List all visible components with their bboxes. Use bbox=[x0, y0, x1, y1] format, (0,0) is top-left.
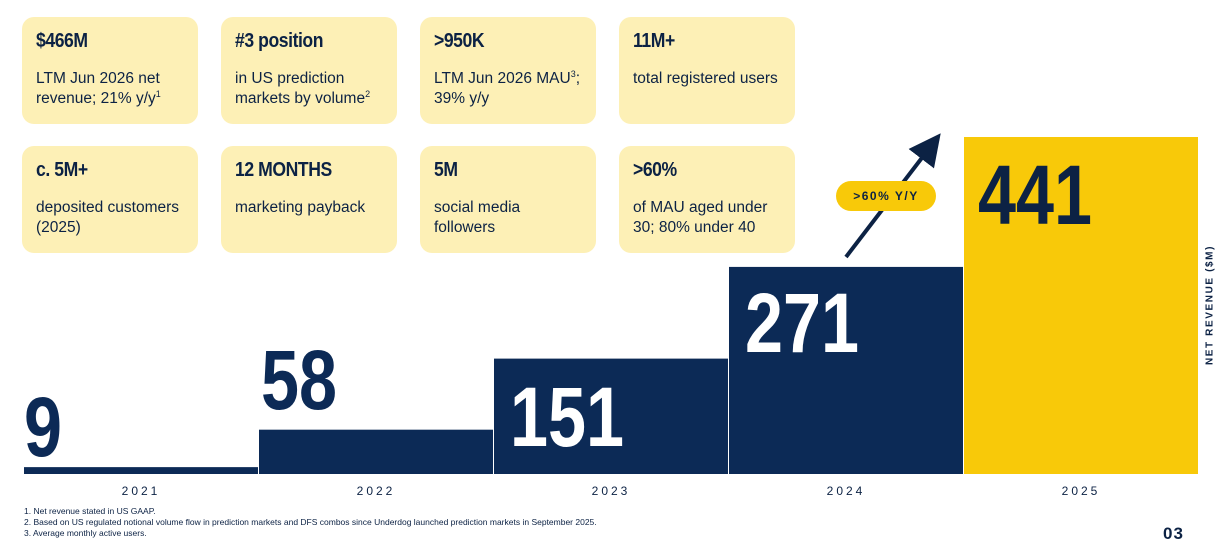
kpi-value: 12 MONTHS bbox=[235, 159, 332, 181]
bar-2025 bbox=[964, 137, 1198, 474]
kpi-description: total registered users bbox=[633, 70, 778, 87]
footnotes: 1. Net revenue stated in US GAAP. 2. Bas… bbox=[24, 506, 597, 539]
kpi-card-mau: >950K LTM Jun 2026 MAU3; 39% y/y bbox=[420, 17, 596, 124]
data-label-2024: 271 bbox=[745, 276, 859, 370]
kpi-card-deposited: c. 5M+ deposited customers (2025) bbox=[22, 146, 198, 253]
data-label-2025: 441 bbox=[978, 148, 1092, 242]
data-label-2023: 151 bbox=[510, 370, 624, 464]
footnote: 1. Net revenue stated in US GAAP. bbox=[24, 506, 156, 516]
footnote: 2. Based on US regulated notional volume… bbox=[24, 517, 597, 527]
x-tick-label: 2021 bbox=[122, 484, 161, 498]
kpi-value: >950K bbox=[434, 30, 485, 52]
x-tick-label: 2025 bbox=[1062, 484, 1101, 498]
x-tick-label: 2022 bbox=[357, 484, 396, 498]
x-tick-label: 2024 bbox=[827, 484, 866, 498]
kpi-description: of MAU aged under 30; 80% under 40 bbox=[633, 199, 768, 236]
kpi-description: LTM Jun 2026 MAU3; 39% y/y bbox=[434, 69, 581, 108]
page-number: 03 bbox=[1163, 524, 1184, 543]
kpi-value: $466M bbox=[36, 30, 88, 52]
bar-2022 bbox=[259, 429, 493, 474]
kpi-value: 5M bbox=[434, 159, 458, 181]
kpi-card-social: 5M social media followers bbox=[420, 146, 596, 253]
kpi-value: 11M+ bbox=[633, 30, 675, 52]
kpi-value: >60% bbox=[633, 159, 677, 181]
kpi-description: marketing payback bbox=[235, 199, 366, 216]
yoy-growth-badge: >60% Y/Y bbox=[836, 181, 936, 211]
data-label-2021: 9 bbox=[24, 380, 62, 474]
kpi-description: social media followers bbox=[434, 199, 521, 236]
bar-2021 bbox=[24, 467, 258, 474]
kpi-value: #3 position bbox=[235, 30, 324, 52]
kpi-card-age: >60% of MAU aged under 30; 80% under 40 bbox=[619, 146, 795, 253]
y-axis-label: NET REVENUE ($M) bbox=[1204, 244, 1216, 366]
x-tick-label: 2023 bbox=[592, 484, 631, 498]
bar-2024 bbox=[729, 266, 963, 474]
kpi-description: in US prediction markets by volume2 bbox=[235, 70, 371, 107]
kpi-card-revenue: $466M LTM Jun 2026 net revenue; 21% y/y1 bbox=[22, 17, 198, 124]
kpi-description: deposited customers (2025) bbox=[36, 199, 180, 236]
kpi-card-position: #3 position in US prediction markets by … bbox=[221, 17, 397, 124]
footnote: 3. Average monthly active users. bbox=[24, 528, 147, 538]
kpi-card-users: 11M+ total registered users bbox=[619, 17, 795, 124]
kpi-description: LTM Jun 2026 net revenue; 21% y/y1 bbox=[36, 70, 161, 107]
kpi-value: c. 5M+ bbox=[36, 159, 88, 181]
bar-2023 bbox=[494, 358, 728, 474]
data-label-2022: 58 bbox=[261, 333, 337, 427]
kpi-card-payback: 12 MONTHS marketing payback bbox=[221, 146, 397, 253]
